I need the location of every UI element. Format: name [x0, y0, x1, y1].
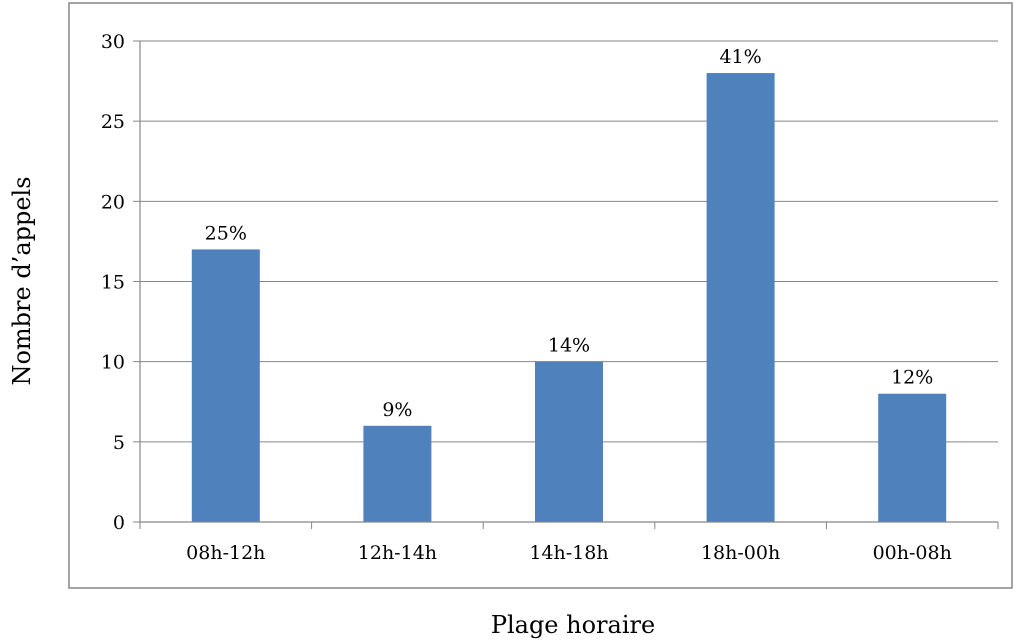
- bar: [191, 249, 260, 522]
- x-tick-label: 08h-12h: [186, 542, 265, 564]
- bar: [706, 73, 775, 523]
- y-tick-label: 10: [101, 352, 125, 374]
- x-tick-labels: 08h-12h 12h-14h 14h-18h 18h-00h 00h-08h: [186, 542, 952, 564]
- y-tick-label: 30: [101, 31, 125, 53]
- y-tick-label: 25: [101, 111, 125, 133]
- y-tick-label: 20: [101, 191, 125, 213]
- data-label: 41%: [719, 46, 761, 68]
- gridlines: [140, 40, 998, 443]
- x-tick-label: 00h-08h: [873, 542, 952, 564]
- data-label: 25%: [205, 222, 247, 244]
- x-axis-title: Plage horaire: [491, 611, 655, 639]
- y-tick-label: 0: [113, 512, 125, 534]
- data-label: 12%: [891, 367, 933, 389]
- data-label: 9%: [382, 399, 412, 421]
- y-axis-title: Nombre d’appels: [8, 176, 36, 385]
- x-tick-label: 14h-18h: [529, 542, 608, 564]
- x-tick-label: 18h-00h: [701, 542, 780, 564]
- x-tick-label: 12h-14h: [358, 542, 437, 564]
- bar: [363, 425, 432, 522]
- bar: [535, 361, 603, 522]
- y-tick-labels: 0 5 10 15 20 25 30: [101, 31, 125, 534]
- bars: [191, 73, 947, 523]
- y-tick-label: 5: [113, 432, 125, 454]
- y-tick-label: 15: [101, 272, 125, 294]
- data-labels: 25% 9% 14% 41% 12%: [205, 46, 934, 421]
- bar: [878, 393, 947, 522]
- data-label: 14%: [548, 335, 590, 357]
- axes: [133, 40, 999, 529]
